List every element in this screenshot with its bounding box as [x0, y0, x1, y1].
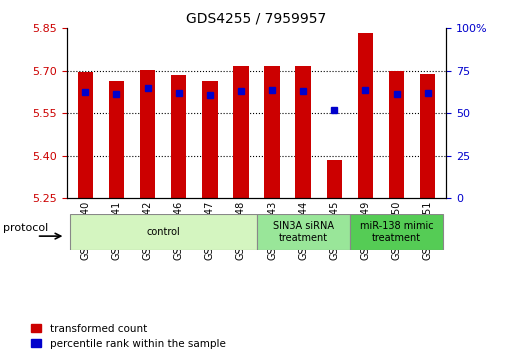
- Bar: [350, 214, 443, 250]
- Bar: [109, 81, 124, 198]
- Text: protocol: protocol: [3, 223, 49, 233]
- Bar: [70, 214, 256, 250]
- Bar: [233, 66, 249, 198]
- Bar: [420, 74, 436, 198]
- Title: GDS4255 / 7959957: GDS4255 / 7959957: [186, 12, 327, 26]
- Bar: [256, 214, 350, 250]
- Bar: [358, 33, 373, 198]
- Bar: [295, 66, 311, 198]
- Bar: [326, 160, 342, 198]
- Bar: [264, 66, 280, 198]
- Text: control: control: [146, 227, 180, 237]
- Text: miR-138 mimic
treatment: miR-138 mimic treatment: [360, 221, 433, 243]
- Text: SIN3A siRNA
treatment: SIN3A siRNA treatment: [273, 221, 333, 243]
- Bar: [389, 71, 404, 198]
- Legend: transformed count, percentile rank within the sample: transformed count, percentile rank withi…: [31, 324, 226, 349]
- Bar: [77, 72, 93, 198]
- Bar: [171, 75, 187, 198]
- Bar: [202, 81, 218, 198]
- Bar: [140, 70, 155, 198]
